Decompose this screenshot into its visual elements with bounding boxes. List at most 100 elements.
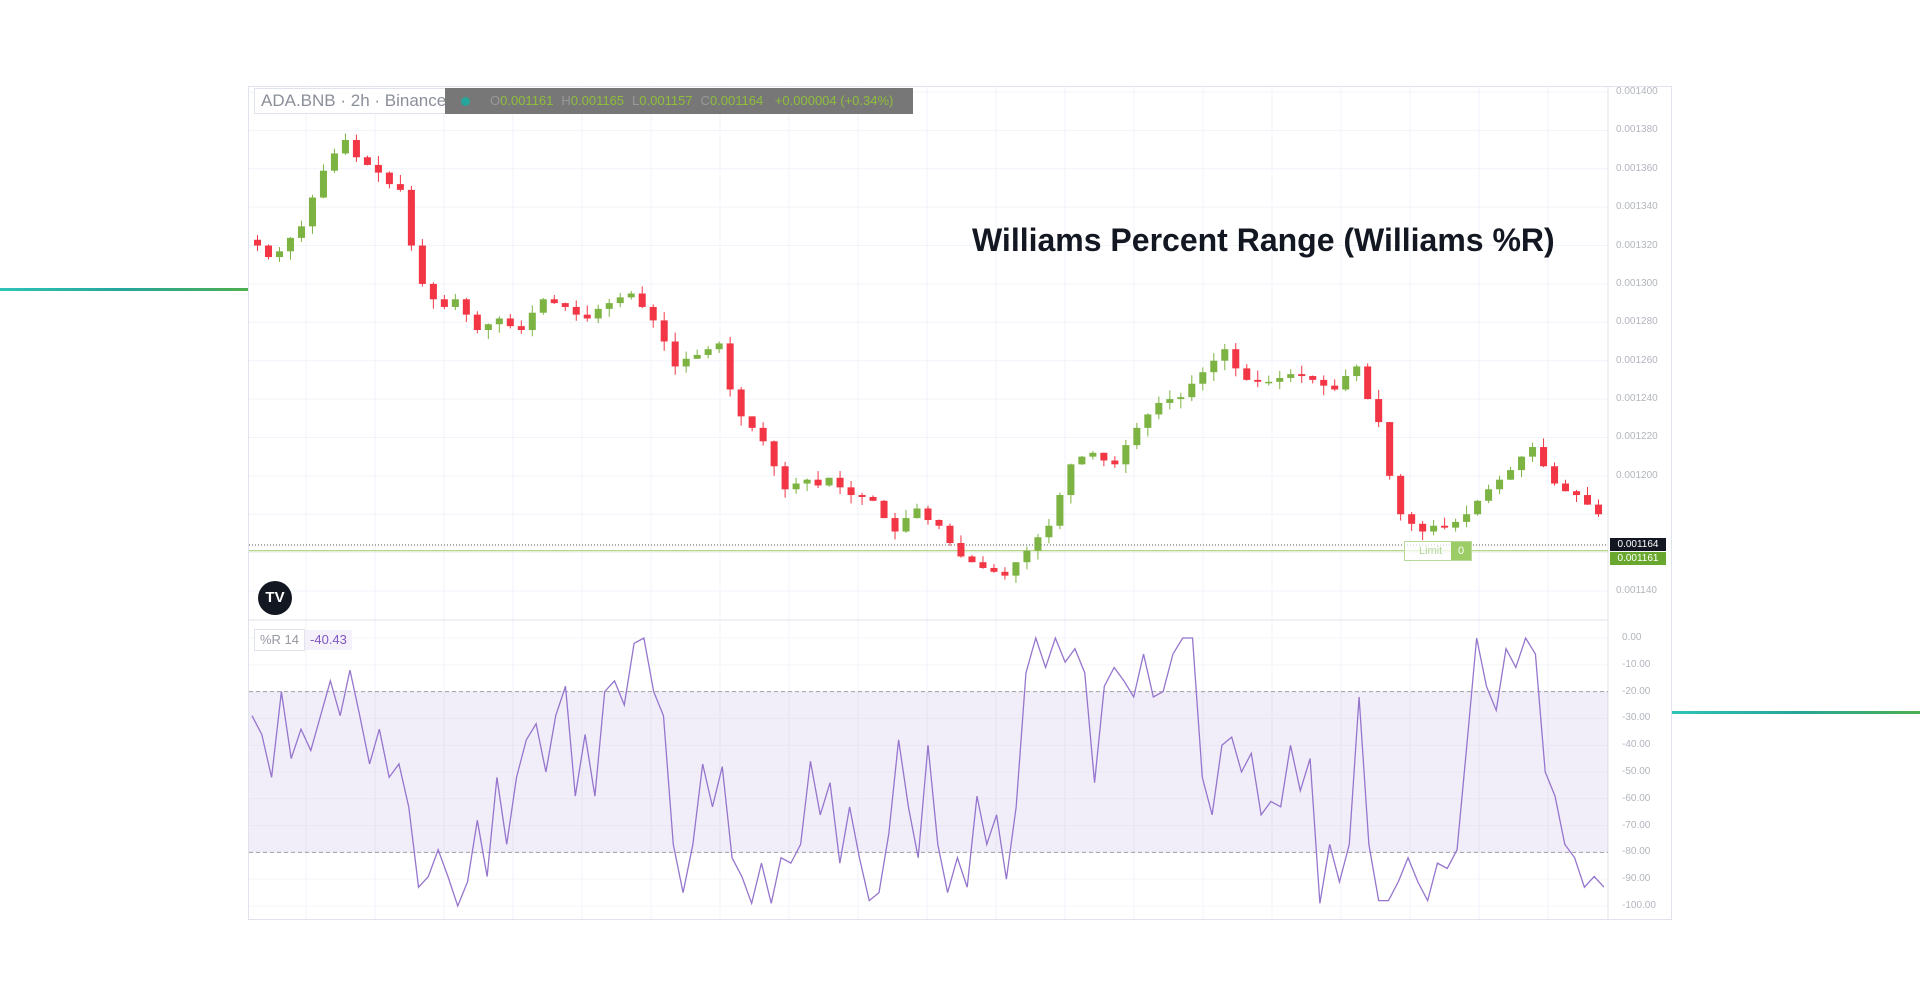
candle-up xyxy=(1144,414,1152,428)
order-price-tag: 0.001161 xyxy=(1610,552,1666,565)
candle-up xyxy=(627,293,635,298)
chart-frame[interactable] xyxy=(248,86,1672,920)
candle-down xyxy=(1540,447,1548,467)
candle-down xyxy=(429,283,437,300)
candle-down xyxy=(561,303,569,307)
price-tick-label: 0.001240 xyxy=(1616,393,1658,405)
high-value: 0.001165 xyxy=(570,93,625,108)
candle-down xyxy=(847,487,855,496)
candle-down xyxy=(352,139,360,158)
candle-down xyxy=(1309,376,1317,380)
candle-up xyxy=(286,237,294,252)
candle-up xyxy=(1452,521,1460,528)
indicator-legend[interactable]: %R 14 -40.43 xyxy=(254,629,352,651)
low-label: L xyxy=(632,93,640,108)
candle-up xyxy=(594,308,602,319)
wr-tick-label: -70.00 xyxy=(1622,819,1651,831)
candle-up xyxy=(1496,479,1504,490)
candle-up xyxy=(1265,381,1273,384)
tradingview-logo: TV xyxy=(258,581,292,615)
candle-down xyxy=(1243,368,1251,380)
candle-down xyxy=(957,543,965,557)
candle-down xyxy=(770,441,778,467)
candle-down xyxy=(781,466,789,490)
candle-down xyxy=(671,341,679,367)
candle-up xyxy=(1276,377,1284,382)
candle-down xyxy=(1551,466,1559,484)
price-tick-label: 0.001400 xyxy=(1616,86,1658,97)
candle-down xyxy=(946,525,954,544)
candle-up xyxy=(1177,397,1185,400)
candle-up xyxy=(605,303,613,309)
candle-up xyxy=(1078,456,1086,465)
candle-down xyxy=(407,189,415,246)
candle-down xyxy=(979,562,987,568)
candle-down xyxy=(1397,475,1405,515)
candle-down xyxy=(1298,374,1306,377)
candle-down xyxy=(1001,571,1009,576)
price-tick-label: 0.001300 xyxy=(1616,277,1658,289)
candle-down xyxy=(726,343,734,390)
low-value: 0.001157 xyxy=(639,93,693,108)
candle-up xyxy=(1155,402,1163,415)
candle-up xyxy=(1507,470,1515,480)
candle-down xyxy=(759,427,767,442)
candle-down xyxy=(374,164,382,173)
candle-down xyxy=(550,299,558,304)
candle-down xyxy=(473,314,481,330)
candle-down xyxy=(748,416,756,428)
candle-up xyxy=(616,297,624,304)
candle-down xyxy=(385,172,393,185)
candle-up xyxy=(308,197,316,227)
candle-down xyxy=(869,496,877,501)
price-tick-label: 0.001360 xyxy=(1616,162,1658,174)
change-value: +0.000004 (+0.34%) xyxy=(774,93,894,108)
candle-up xyxy=(803,479,811,484)
indicator-name: %R 14 xyxy=(254,629,306,651)
candle-up xyxy=(1430,525,1438,532)
candle-down xyxy=(858,495,866,497)
symbol-label[interactable]: ADA.BNB · 2h · Binance xyxy=(254,88,454,114)
indicator-value: -40.43 xyxy=(305,630,352,650)
candle-up xyxy=(704,349,712,355)
limit-label: Limit xyxy=(1419,545,1443,557)
candle-up xyxy=(451,299,459,307)
candle-down xyxy=(517,326,525,330)
candle-up xyxy=(1034,537,1042,551)
accent-line-right xyxy=(1672,711,1920,714)
candle-down xyxy=(1419,523,1427,532)
candle-down xyxy=(583,314,591,319)
candle-down xyxy=(1100,452,1108,461)
candle-down xyxy=(935,519,943,526)
wr-tick-label: -30.00 xyxy=(1622,712,1651,724)
candle-down xyxy=(462,299,470,315)
limit-order-label[interactable]: Limit 0 xyxy=(1404,541,1472,561)
wr-tick-label: -80.00 xyxy=(1622,846,1651,858)
candle-up xyxy=(1067,464,1075,496)
candle-up xyxy=(1342,376,1350,390)
candle-down xyxy=(363,157,371,165)
candle-down xyxy=(990,567,998,572)
wr-tick-label: -20.00 xyxy=(1622,685,1651,697)
candle-down xyxy=(506,318,514,327)
candle-up xyxy=(495,318,503,325)
wr-tick-label: -10.00 xyxy=(1622,658,1651,670)
candle-up xyxy=(682,358,690,367)
high-label: H xyxy=(561,93,571,108)
candle-down xyxy=(924,508,932,520)
candle-down xyxy=(891,518,899,532)
candle-up xyxy=(1045,525,1053,538)
candle-up xyxy=(1474,500,1482,515)
candle-down xyxy=(1111,460,1119,465)
candle-up xyxy=(1023,550,1031,563)
candle-down xyxy=(1386,422,1394,476)
candle-up xyxy=(1133,427,1141,446)
candle-up xyxy=(1166,399,1174,403)
wr-tick-label: -90.00 xyxy=(1622,873,1651,885)
candle-up xyxy=(902,518,910,532)
price-tick-label: 0.001380 xyxy=(1616,124,1658,136)
candle-down xyxy=(814,479,822,486)
candle-up xyxy=(792,483,800,490)
accent-line-left xyxy=(0,288,248,291)
